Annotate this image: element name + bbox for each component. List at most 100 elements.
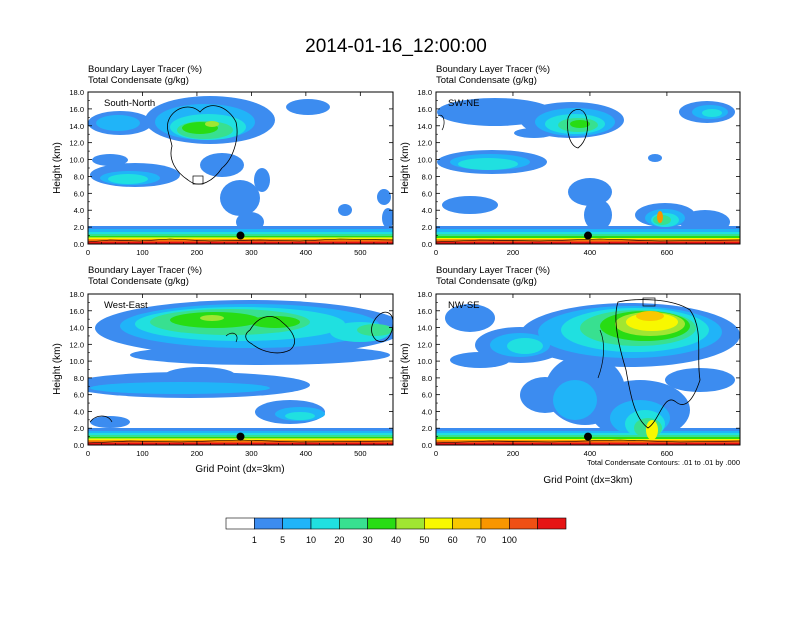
panel-header-line2: Total Condensate (g/kg) xyxy=(88,75,189,86)
y-tick-label: 16.0 xyxy=(69,105,84,114)
colorbar-label: 1 xyxy=(252,535,257,545)
x-tick-label: 0 xyxy=(434,449,438,458)
x-tick-label: 400 xyxy=(300,248,313,257)
colorbar-label: 40 xyxy=(391,535,401,545)
colorbar-swatch xyxy=(480,517,510,530)
x-tick-label: 600 xyxy=(661,248,674,257)
gold-shading xyxy=(636,311,664,321)
x-tick-label: 400 xyxy=(584,248,597,257)
condensate-contour xyxy=(88,238,393,243)
y-tick-label: 16.0 xyxy=(417,105,432,114)
colorbar-label: 50 xyxy=(419,535,429,545)
red-band xyxy=(88,242,393,244)
x-tick-label: 500 xyxy=(354,248,367,257)
y-axis-label: Height (km) xyxy=(400,142,411,194)
field-layer xyxy=(88,96,393,244)
colorbar-swatch xyxy=(537,517,567,530)
x-axis-label: Grid Point (dx=3km) xyxy=(195,464,284,475)
y-tick-label: 4.0 xyxy=(74,407,84,416)
x-tick-label: 400 xyxy=(300,449,313,458)
y-tick-label: 18.0 xyxy=(417,88,432,97)
condensate-contour xyxy=(567,109,588,149)
red-band xyxy=(88,443,393,445)
red-band xyxy=(436,443,740,445)
x-tick-label: 0 xyxy=(86,248,90,257)
condensate-contour xyxy=(642,297,656,307)
y-tick-label: 10.0 xyxy=(69,357,84,366)
panel-header-line2: Total Condensate (g/kg) xyxy=(88,276,189,287)
y-axis-label: Height (km) xyxy=(52,343,63,395)
y-tick-label: 6.0 xyxy=(422,391,432,400)
y-tick-label: 8.0 xyxy=(74,172,84,181)
colorbar-swatch xyxy=(282,517,312,530)
x-tick-label: 400 xyxy=(584,449,597,458)
x-tick-label: 300 xyxy=(245,449,258,458)
panel-header-line1: Boundary Layer Tracer (%) xyxy=(88,265,202,276)
colorbar-swatch xyxy=(310,517,340,530)
colorbar-swatch xyxy=(339,517,368,530)
panel-header-line1: Boundary Layer Tracer (%) xyxy=(436,265,550,276)
condensate-contour xyxy=(597,329,604,379)
y-tick-label: 0.0 xyxy=(74,441,84,450)
y-tick-label: 8.0 xyxy=(74,374,84,383)
location-marker xyxy=(584,432,592,441)
y-tick-label: 0.0 xyxy=(74,240,84,249)
orange-shading xyxy=(657,211,663,223)
condensate-contour xyxy=(225,332,238,343)
colorbar-label: 5 xyxy=(280,535,285,545)
condensate-contour xyxy=(89,415,113,423)
colorbar-swatch xyxy=(395,517,425,530)
location-marker xyxy=(236,432,245,441)
y-tick-label: 16.0 xyxy=(69,307,84,316)
panel-west-east: Boundary Layer Tracer (%) Total Condensa… xyxy=(52,265,394,475)
panel-label: South-North xyxy=(104,98,155,109)
colorbar-label: 10 xyxy=(306,535,316,545)
y-tick-label: 6.0 xyxy=(422,189,432,198)
panel-label: SW-NE xyxy=(448,98,480,109)
panel-header-line2: Total Condensate (g/kg) xyxy=(436,75,537,86)
colorbar-label: 20 xyxy=(334,535,344,545)
contour-note: Total Condensate Contours: .01 to .01 by… xyxy=(587,458,740,467)
colorbar-swatch xyxy=(254,517,283,530)
location-marker xyxy=(236,231,245,240)
condensate-contour xyxy=(615,299,701,429)
red-band xyxy=(436,242,740,244)
y-tick-label: 18.0 xyxy=(69,88,84,97)
condensate-contour xyxy=(371,311,393,342)
colorbar: 1 5 10 20 30 40 50 60 70 100 xyxy=(225,517,567,545)
y-tick-label: 4.0 xyxy=(422,407,432,416)
figure-title: 2014-01-16_12:00:00 xyxy=(305,36,487,57)
y-axis-label: Height (km) xyxy=(400,343,411,395)
panel-label: West-East xyxy=(104,300,148,311)
panel-label: NW-SE xyxy=(448,300,480,311)
x-tick-label: 100 xyxy=(136,449,149,458)
y-tick-label: 14.0 xyxy=(417,122,432,131)
y-tick-label: 10.0 xyxy=(417,156,432,165)
panel-header-line1: Boundary Layer Tracer (%) xyxy=(88,64,202,75)
y-tick-label: 12.0 xyxy=(417,340,432,349)
x-tick-label: 300 xyxy=(245,248,258,257)
y-axis-label: Height (km) xyxy=(52,142,63,194)
condensate-contour xyxy=(245,316,295,354)
y-tick-label: 14.0 xyxy=(69,324,84,333)
y-tick-label: 14.0 xyxy=(417,324,432,333)
y-tick-label: 12.0 xyxy=(417,139,432,148)
y-tick-label: 2.0 xyxy=(422,424,432,433)
condensate-contour xyxy=(437,114,445,131)
y-tick-label: 18.0 xyxy=(69,290,84,299)
x-tick-label: 200 xyxy=(507,248,520,257)
field-layer xyxy=(88,300,393,445)
y-tick-label: 12.0 xyxy=(69,139,84,148)
condensate-contour xyxy=(436,439,740,444)
condensate-contour xyxy=(167,105,238,185)
x-tick-label: 0 xyxy=(434,248,438,257)
colorbar-swatch xyxy=(225,517,255,530)
field-layer xyxy=(436,98,740,244)
y-tick-label: 10.0 xyxy=(69,156,84,165)
condensate-contour xyxy=(192,175,204,185)
panel-header-line2: Total Condensate (g/kg) xyxy=(436,276,537,287)
panel-nw-se: Boundary Layer Tracer (%) Total Condensa… xyxy=(400,265,741,486)
location-marker xyxy=(584,231,592,240)
colorbar-label: 30 xyxy=(363,535,373,545)
